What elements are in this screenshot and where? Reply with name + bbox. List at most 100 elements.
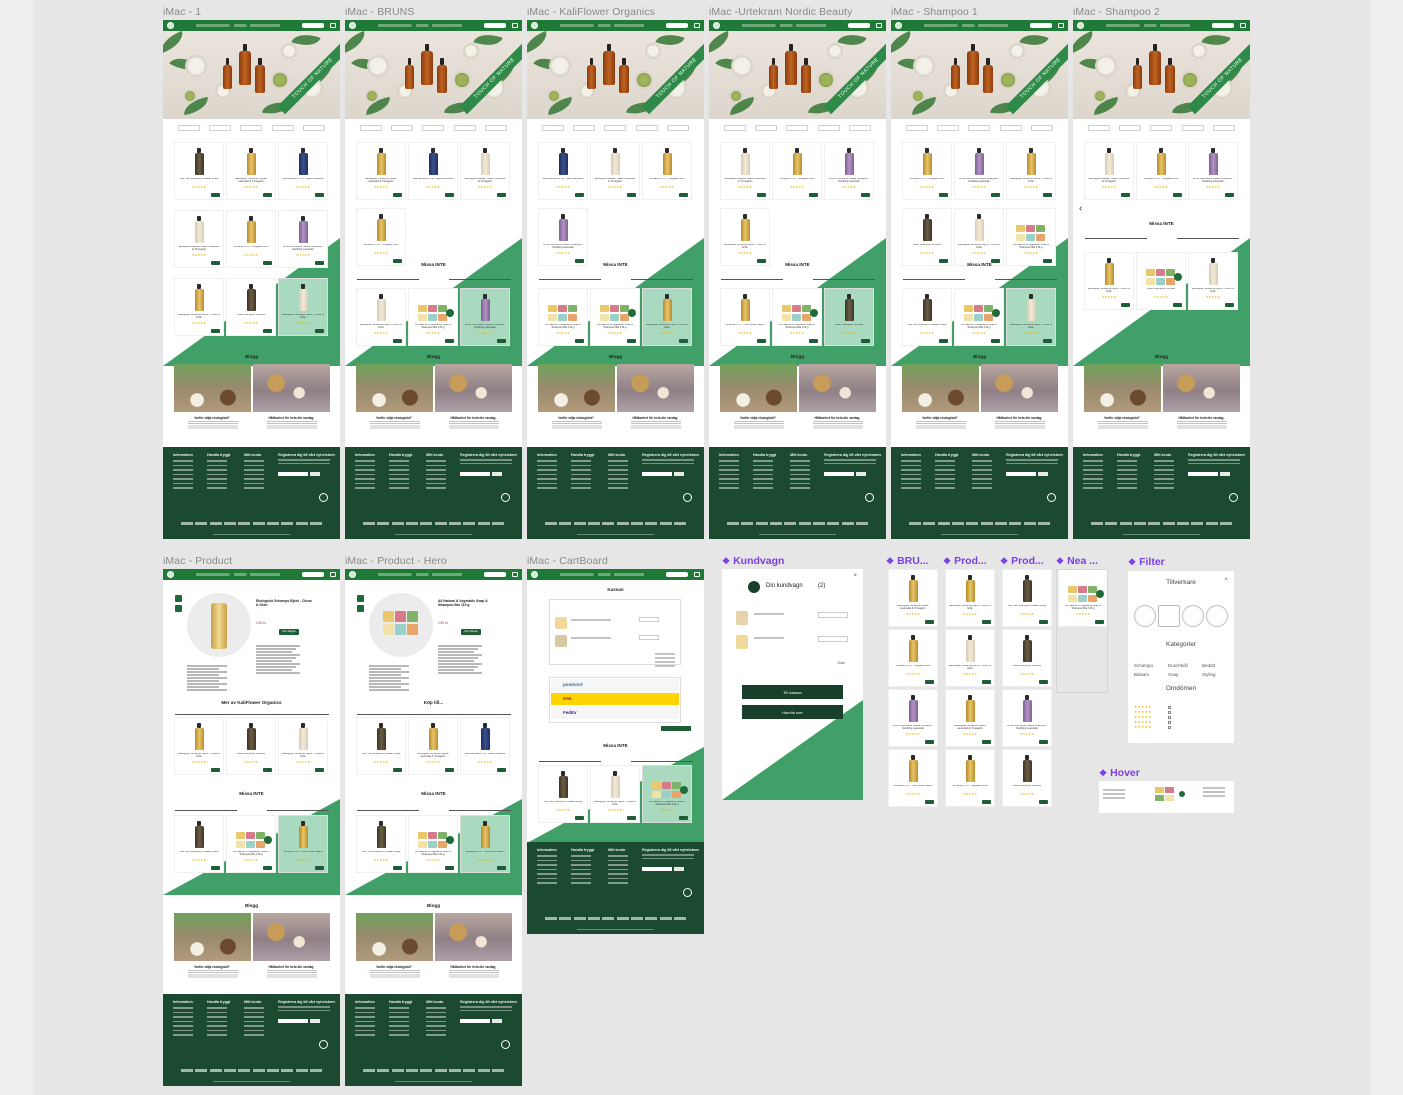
blog-post-title[interactable]: Hållbarhet för hela din vardag bbox=[814, 416, 860, 420]
buy-button[interactable] bbox=[497, 339, 506, 343]
footer-link[interactable] bbox=[389, 1025, 409, 1027]
blog-image[interactable] bbox=[174, 364, 251, 412]
footer-link[interactable] bbox=[207, 1034, 227, 1036]
footer-link[interactable] bbox=[571, 460, 591, 462]
product-card[interactable]: Rosé Shampoo Virtuose ★★★★★ bbox=[1136, 252, 1186, 310]
footer-link[interactable] bbox=[1117, 464, 1137, 466]
footer-link[interactable] bbox=[608, 478, 629, 480]
blog-post-title[interactable]: Hållbarhet för hela din vardag bbox=[268, 416, 314, 420]
buy-button[interactable] bbox=[757, 193, 766, 197]
product-card[interactable]: Schampo m.fr. - Mogade Olivs ★★★★★ bbox=[1136, 142, 1186, 200]
search-input[interactable] bbox=[666, 23, 688, 28]
buy-button[interactable] bbox=[575, 816, 584, 820]
footer-link[interactable] bbox=[790, 487, 811, 489]
category-option[interactable]: Styling bbox=[1202, 672, 1216, 677]
product-card[interactable]: All Natural & Vegetable Soap & Shampoo B… bbox=[954, 288, 1004, 346]
footer-link[interactable] bbox=[608, 487, 629, 489]
footer-link[interactable] bbox=[1083, 482, 1103, 484]
filter-chip[interactable] bbox=[999, 125, 1022, 131]
product-card[interactable]: Tonvit Volumener Malva Shampoo - Soothin… bbox=[460, 288, 510, 346]
blog-post-title[interactable]: Hållbarhet för hela din vardag bbox=[996, 416, 1042, 420]
product-card[interactable]: Rosé Shampoo Virtuose ★★★★★ bbox=[226, 717, 276, 775]
footer-link[interactable] bbox=[1154, 464, 1175, 466]
buy-button[interactable] bbox=[1095, 620, 1104, 624]
logo-icon[interactable] bbox=[167, 22, 174, 29]
main-nav[interactable] bbox=[560, 24, 644, 27]
newsletter-submit-button[interactable] bbox=[310, 472, 321, 476]
globe-icon[interactable] bbox=[683, 888, 692, 897]
footer-link[interactable] bbox=[355, 460, 375, 462]
product-card[interactable]: Blomöknaluri e Sh - Black Moisture ★★★★★ bbox=[408, 142, 458, 200]
globe-icon[interactable] bbox=[319, 1040, 328, 1049]
footer-link[interactable] bbox=[426, 1029, 447, 1031]
product-card[interactable]: All Natural & Vegetable Soap & Shampoo B… bbox=[408, 815, 458, 873]
buy-button[interactable] bbox=[1043, 339, 1052, 343]
footer-link[interactable] bbox=[1154, 478, 1175, 480]
footer-link[interactable] bbox=[790, 473, 811, 475]
newsletter-email-input[interactable] bbox=[278, 472, 309, 476]
logo-icon[interactable] bbox=[713, 22, 720, 29]
buy-button[interactable] bbox=[809, 339, 818, 343]
footer-link[interactable] bbox=[719, 478, 739, 480]
footer-link[interactable] bbox=[608, 460, 629, 462]
product-card[interactable]: All Natural & Vegetable Soap & Shampoo B… bbox=[408, 288, 458, 346]
filter-chip[interactable] bbox=[359, 125, 382, 131]
continue-shopping-button[interactable]: Handla mer bbox=[742, 705, 843, 719]
footer-link[interactable] bbox=[571, 859, 591, 861]
newsletter-email-input[interactable] bbox=[460, 1019, 491, 1023]
footer-link[interactable] bbox=[244, 469, 265, 471]
buy-button[interactable] bbox=[263, 193, 272, 197]
footer-link[interactable] bbox=[571, 478, 591, 480]
blog-post-title[interactable]: Varför välja ekologiskt? bbox=[1104, 416, 1140, 420]
search-input[interactable] bbox=[666, 572, 688, 577]
buy-button[interactable] bbox=[315, 866, 324, 870]
quantity-stepper[interactable] bbox=[639, 635, 659, 640]
footer-link[interactable] bbox=[537, 882, 557, 884]
buy-button[interactable] bbox=[757, 339, 766, 343]
footer-link[interactable] bbox=[537, 487, 557, 489]
buy-button[interactable] bbox=[315, 768, 324, 772]
product-card[interactable]: Tonvit Volumener Malva Shampoo - Soothin… bbox=[888, 689, 938, 747]
footer-link[interactable] bbox=[972, 478, 993, 480]
footer-link[interactable] bbox=[389, 1029, 409, 1031]
footer-link[interactable] bbox=[173, 460, 193, 462]
footer-link[interactable] bbox=[608, 859, 629, 861]
product-card[interactable]: Ekologiskt Balsam Stalsc Lavendel & Ylme… bbox=[460, 142, 510, 200]
search-input[interactable] bbox=[848, 23, 870, 28]
product-card[interactable]: Schampo m.fr. - Hormonelt Salem ★★★★★ bbox=[278, 815, 328, 873]
footer-link[interactable] bbox=[207, 487, 227, 489]
globe-icon[interactable] bbox=[501, 1040, 510, 1049]
footer-link[interactable] bbox=[1154, 487, 1175, 489]
logo-icon[interactable] bbox=[349, 571, 356, 578]
category-option[interactable]: Balsam bbox=[1134, 672, 1150, 677]
footer-link[interactable] bbox=[389, 464, 409, 466]
footer-link[interactable] bbox=[935, 487, 955, 489]
footer-link[interactable] bbox=[426, 469, 447, 471]
footer-link[interactable] bbox=[244, 1007, 265, 1009]
blog-post-title[interactable]: Hållbarhet för hela din vardag bbox=[450, 965, 496, 969]
footer-link[interactable] bbox=[753, 464, 773, 466]
quantity-stepper[interactable] bbox=[639, 617, 659, 622]
footer-link[interactable] bbox=[355, 1029, 375, 1031]
footer-link[interactable] bbox=[389, 478, 409, 480]
footer-link[interactable] bbox=[389, 482, 409, 484]
buy-button[interactable] bbox=[991, 339, 1000, 343]
footer-link[interactable] bbox=[571, 469, 591, 471]
footer-link[interactable] bbox=[244, 473, 265, 475]
blog-image[interactable] bbox=[356, 364, 433, 412]
blog-image[interactable] bbox=[435, 364, 512, 412]
footer-link[interactable] bbox=[537, 464, 557, 466]
filter-chip[interactable] bbox=[604, 125, 627, 131]
footer-link[interactable] bbox=[571, 873, 591, 875]
blog-image[interactable] bbox=[981, 364, 1058, 412]
globe-icon[interactable] bbox=[683, 493, 692, 502]
brand-logo[interactable] bbox=[1158, 605, 1180, 627]
footer-link[interactable] bbox=[753, 487, 773, 489]
category-option[interactable]: Soap bbox=[1168, 672, 1179, 677]
product-card[interactable]: Schampo m.fr. - Mogade Olivs ★★★★★ bbox=[356, 208, 406, 266]
buy-button[interactable] bbox=[497, 193, 506, 197]
product-card[interactable]: Ekologiskt Schampo Mjuke Lavendel & Ylme… bbox=[226, 142, 276, 200]
blog-image[interactable] bbox=[356, 913, 433, 961]
footer-link[interactable] bbox=[244, 482, 265, 484]
product-card[interactable]: Tea Tree Shampoo Irritated Scalp ★★★★★ bbox=[356, 717, 406, 775]
